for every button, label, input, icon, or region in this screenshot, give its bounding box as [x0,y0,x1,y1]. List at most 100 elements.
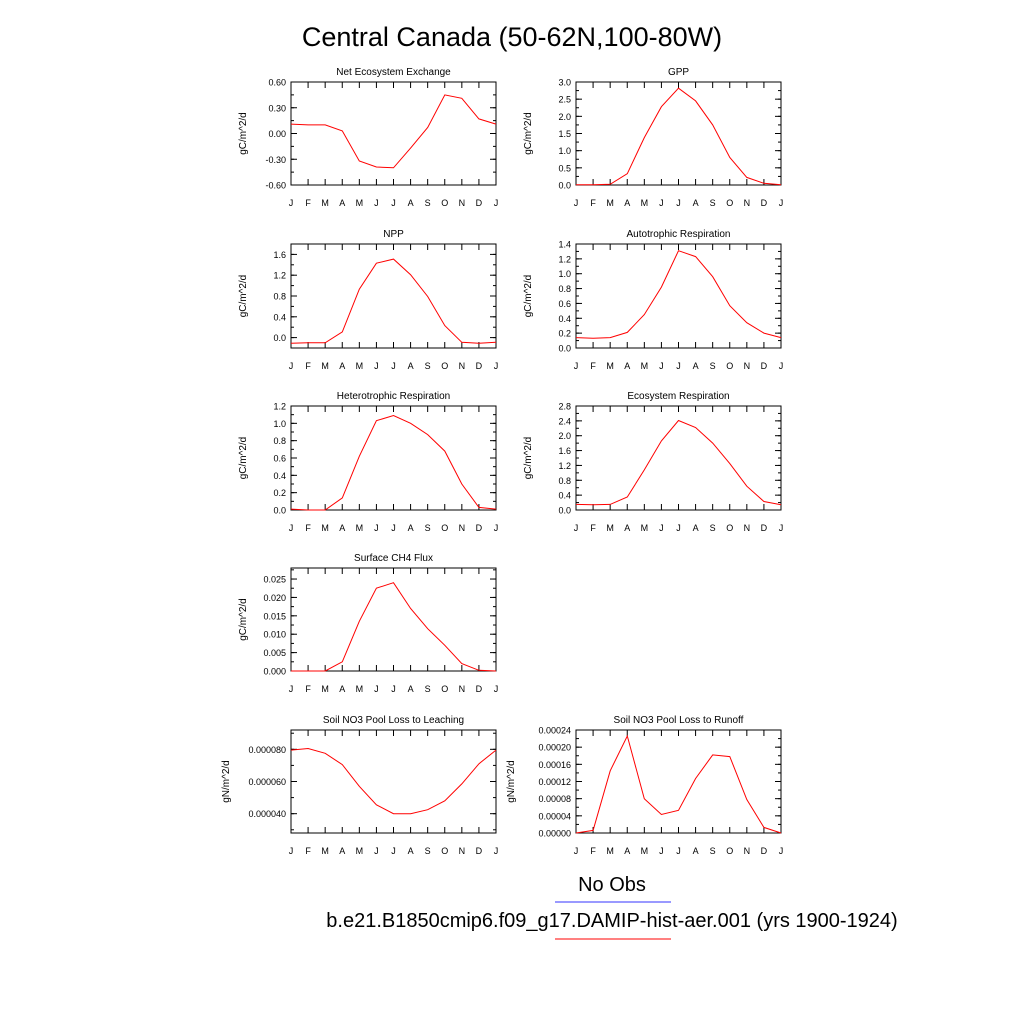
x-tick-label: S [710,198,716,208]
x-tick-label: J [391,361,396,371]
panel-3: Autotrophic Respiration gC/m^2/d 0.0 0.2 0.4… [523,229,783,371]
x-tick-label: F [305,198,311,208]
legend-obs-label: No Obs [578,874,646,896]
y-tick-label: 1.2 [558,254,571,264]
x-tick-label: J [391,198,396,208]
x-tick-label: O [441,361,448,371]
x-tick-label: J [289,198,294,208]
x-tick-label: N [744,198,751,208]
x-tick-label: O [726,523,733,533]
y-tick-label: 0.8 [273,436,286,446]
x-tick-label: O [441,198,448,208]
panels: Net Ecosystem Exchange gC/m^2/d -0.60 -0.30… [221,67,783,856]
x-tick-label: M [356,523,364,533]
x-tick-label: M [321,361,329,371]
x-tick-label: A [408,198,414,208]
x-tick-label: J [374,523,379,533]
x-tick-label: J [676,523,681,533]
y-tick-label: 0.8 [558,284,571,294]
x-tick-label: A [408,846,414,856]
x-tick-label: J [659,198,664,208]
y-tick-label: 0.000060 [248,777,286,787]
x-tick-label: O [441,523,448,533]
x-tick-label: S [710,361,716,371]
y-tick-label: 1.4 [558,240,571,250]
y-axis-label: gC/m^2/d [238,112,249,155]
y-tick-label: 0.8 [273,292,286,302]
series-line-model [575,250,782,339]
x-tick-label: J [659,846,664,856]
y-tick-label: 1.6 [273,250,286,260]
y-axis-label: gC/m^2/d [523,437,534,480]
x-tick-label: J [779,846,784,856]
x-tick-label: A [339,523,345,533]
x-tick-label: J [374,361,379,371]
x-tick-label: J [374,198,379,208]
x-tick-label: M [606,198,614,208]
x-tick-label: J [391,684,396,694]
figure-title: Central Canada (50-62N,100-80W) [302,22,722,52]
x-tick-label: A [624,523,630,533]
y-tick-label: 3.0 [558,78,571,88]
y-tick-label: 0.0 [273,506,286,516]
y-tick-label: 0.005 [263,648,286,658]
x-tick-label: A [693,198,699,208]
x-tick-label: N [744,523,751,533]
x-tick-label: D [761,361,768,371]
x-tick-label: J [659,523,664,533]
x-tick-label: A [624,361,630,371]
legend: No Obs b.e21.B1850cmip6.f09_g17.DAMIP-hi… [326,874,898,940]
panel-title: Autotrophic Respiration [627,229,731,240]
x-tick-label: J [574,198,579,208]
y-tick-label: 1.2 [273,402,286,412]
y-tick-label: 1.0 [558,269,571,279]
y-tick-label: 0.000040 [248,809,286,819]
x-tick-label: J [289,846,294,856]
x-tick-label: J [574,361,579,371]
x-tick-label: N [744,361,751,371]
x-tick-label: D [476,684,483,694]
y-axis-label: gC/m^2/d [238,437,249,480]
plot-frame [575,243,782,349]
x-tick-label: A [624,198,630,208]
y-tick-label: 0.0 [558,506,571,516]
x-tick-label: J [494,198,499,208]
x-tick-label: J [494,846,499,856]
y-tick-label: 0.30 [268,103,286,113]
panel-title: Ecosystem Respiration [627,391,729,402]
y-tick-label: 0.000 [263,667,286,677]
series-line-model [290,414,497,511]
x-tick-label: J [574,846,579,856]
plot-frame [290,729,497,834]
x-tick-label: N [459,684,466,694]
y-axis-label: gN/m^2/d [506,760,517,803]
y-tick-label: 0.2 [558,329,571,339]
x-tick-label: J [374,684,379,694]
y-tick-label: 1.6 [558,446,571,456]
x-tick-label: F [590,523,596,533]
x-tick-label: J [494,361,499,371]
x-tick-label: S [710,523,716,533]
y-tick-label: 1.0 [273,419,286,429]
y-tick-label: 2.8 [558,402,571,412]
x-tick-label: M [356,361,364,371]
x-tick-label: N [744,846,751,856]
y-tick-label: 0.020 [263,593,286,603]
x-tick-label: M [356,684,364,694]
y-axis-label: gC/m^2/d [523,112,534,155]
x-tick-label: M [321,846,329,856]
panel-title: Soil NO3 Pool Loss to Runoff [614,715,744,726]
y-tick-label: 0.5 [558,163,571,173]
x-tick-label: A [339,846,345,856]
x-tick-label: D [476,198,483,208]
x-tick-label: O [441,846,448,856]
series-line-model [290,747,497,815]
panel-8: Soil NO3 Pool Loss to Leaching gN/m^2/d 0.… [221,715,498,856]
y-tick-label: 0.6 [273,454,286,464]
y-tick-label: 0.6 [558,299,571,309]
y-tick-label: 0.00000 [538,829,571,839]
x-tick-label: D [761,523,768,533]
x-tick-label: J [289,523,294,533]
x-tick-label: A [408,684,414,694]
x-tick-label: M [321,684,329,694]
